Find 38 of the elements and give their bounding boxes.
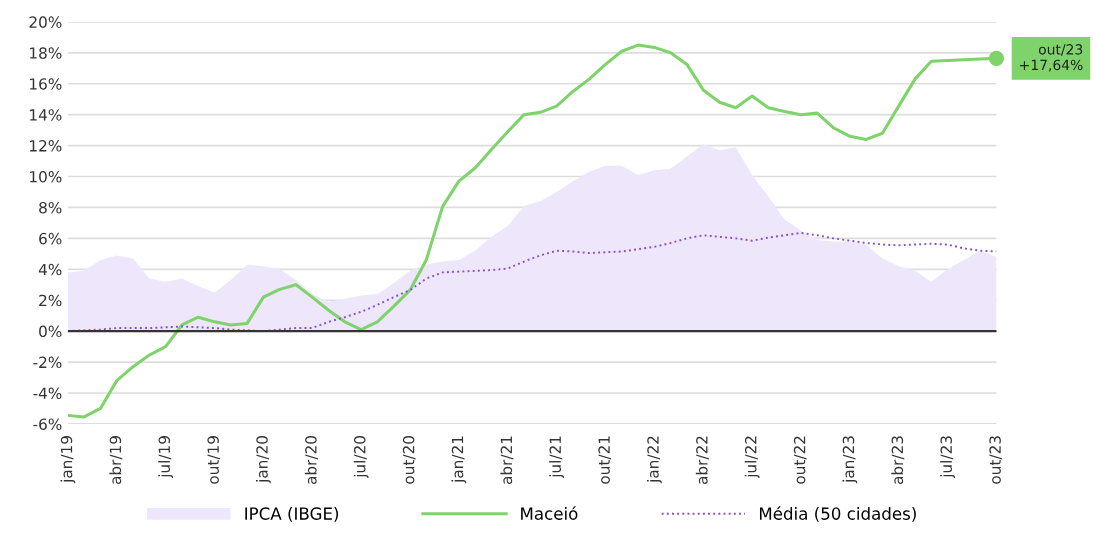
x-tick-label: jan/21 xyxy=(451,436,467,484)
x-tick-label: jul/22 xyxy=(744,436,760,479)
x-tick-label: jan/19 xyxy=(60,436,76,484)
x-tick-label: abr/23 xyxy=(891,436,905,485)
x-tick-label: jul/23 xyxy=(940,436,955,479)
x-tick-label: out/23 xyxy=(989,436,1003,484)
x-tick-label: out/22 xyxy=(793,436,807,484)
y-tick-label: 14% xyxy=(30,109,62,121)
x-tick-label: jul/20 xyxy=(353,436,369,479)
y-tick-label: 4% xyxy=(38,263,62,276)
x-tick-label: out/21 xyxy=(598,436,612,484)
x-tick-label: abr/21 xyxy=(500,436,514,485)
y-tick-label: 6% xyxy=(39,232,62,245)
legend-label: Média (50 cidades) xyxy=(759,506,916,522)
annotation: out/23 +17,64% xyxy=(1020,44,1083,72)
x-tick-label: abr/20 xyxy=(304,436,318,485)
y-tick-label: 0% xyxy=(39,325,62,338)
y-tick-label: 20% xyxy=(29,16,62,28)
x-tick-label: jan/20 xyxy=(255,436,271,484)
x-tick-label: out/20 xyxy=(402,436,416,484)
x-tick-label: abr/19 xyxy=(109,436,123,485)
x-tick-label: jul/21 xyxy=(549,436,564,479)
y-tick-label: 12% xyxy=(30,140,62,152)
y-tick-label: 18% xyxy=(30,47,62,59)
x-tick-label: abr/22 xyxy=(695,436,709,485)
x-tick-label: out/19 xyxy=(207,436,221,484)
y-tick-label: -6% xyxy=(33,418,62,430)
y-tick-label: -4% xyxy=(33,387,62,400)
x-tick-label: jul/19 xyxy=(158,436,174,479)
y-tick-label: 2% xyxy=(39,294,62,307)
legend-label: IPCA (IBGE) xyxy=(245,507,339,522)
y-tick-label: 10% xyxy=(30,170,62,183)
x-tick-label: jan/23 xyxy=(842,436,858,484)
y-tick-label: 16% xyxy=(30,78,62,90)
y-tick-label: -2% xyxy=(33,356,62,369)
x-tick-label: jan/22 xyxy=(646,436,662,484)
legend-label: Maceió xyxy=(521,506,578,520)
y-tick-label: 8% xyxy=(39,201,62,214)
